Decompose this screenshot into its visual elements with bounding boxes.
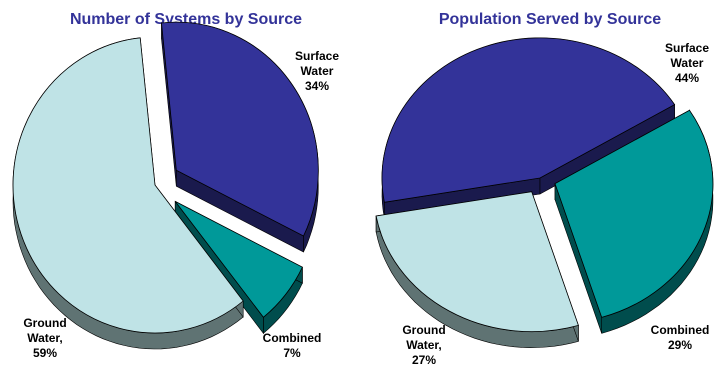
slice-surface-water [381, 37, 676, 203]
systems-pie-chart: Number of Systems by Source Surface Water… [12, 11, 339, 360]
slice-label-line-combined: Combined [651, 323, 710, 337]
slice-combined [554, 109, 714, 318]
slice-label-surface-water: Surface Water 44% [665, 41, 709, 85]
slice-label-line-ground-water: Water, [27, 331, 63, 345]
slice-label-combined: Combined 7% [263, 331, 322, 360]
slice-ground-water [12, 37, 244, 334]
slice-label-line-ground-water: Water, [406, 338, 442, 352]
slice-label-line-surface-water: Water [301, 64, 334, 78]
slice-label-surface-water: Surface Water 34% [295, 49, 339, 93]
systems-chart-title: Number of Systems by Source [70, 11, 302, 28]
slice-label-line-surface-water: Surface [665, 41, 709, 55]
slice-value-ground-water: 27% [412, 353, 436, 367]
slice-value-ground-water: 59% [33, 346, 57, 360]
slice-value-combined: 7% [283, 346, 301, 360]
slice-surface-water [161, 21, 319, 237]
slice-label-line-ground-water: Ground [23, 316, 66, 330]
population-pie-chart: Population Served by Source Surface Water… [375, 11, 714, 367]
slice-label-ground-water: Ground Water, 27% [402, 323, 445, 367]
slice-label-ground-water: Ground Water, 59% [23, 316, 66, 360]
slice-label-line-ground-water: Ground [402, 323, 445, 337]
slice-value-surface-water: 34% [305, 79, 329, 93]
slice-label-line-surface-water: Water [671, 56, 704, 70]
slice-ground-water [375, 191, 579, 333]
slice-combined [174, 201, 303, 318]
slice-value-combined: 29% [668, 338, 692, 352]
slice-label-combined: Combined 29% [651, 323, 710, 352]
slice-label-line-combined: Combined [263, 331, 322, 345]
slice-label-line-surface-water: Surface [295, 49, 339, 63]
population-chart-title: Population Served by Source [439, 11, 661, 28]
slice-value-surface-water: 44% [675, 71, 699, 85]
